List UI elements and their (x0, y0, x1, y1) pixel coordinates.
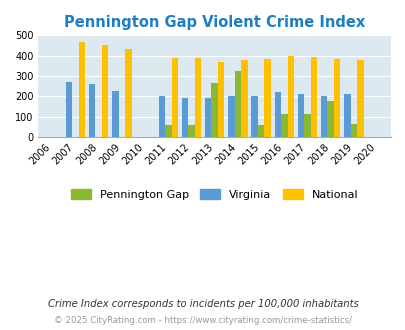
Legend: Pennington Gap, Virginia, National: Pennington Gap, Virginia, National (67, 185, 362, 205)
Bar (112, 90, 118, 137)
Bar (274, 92, 280, 137)
Text: Crime Index corresponds to incidents per 100,000 inhabitants: Crime Index corresponds to incidents per… (47, 299, 358, 309)
Bar (326, 101, 333, 137)
Bar (79, 42, 85, 137)
Bar (171, 58, 177, 137)
Bar (234, 71, 241, 137)
Bar (89, 84, 95, 137)
Bar (211, 82, 217, 137)
Bar (310, 57, 316, 137)
Bar (333, 59, 339, 137)
Bar (181, 98, 188, 137)
Bar (158, 96, 164, 137)
Bar (350, 124, 356, 137)
Bar (125, 49, 131, 137)
Bar (264, 59, 270, 137)
Bar (356, 60, 363, 137)
Bar (303, 114, 310, 137)
Bar (287, 56, 293, 137)
Bar (280, 114, 287, 137)
Bar (194, 58, 201, 137)
Bar (164, 125, 171, 137)
Bar (251, 96, 257, 137)
Bar (188, 125, 194, 137)
Bar (228, 96, 234, 137)
Bar (343, 94, 350, 137)
Text: © 2025 CityRating.com - https://www.cityrating.com/crime-statistics/: © 2025 CityRating.com - https://www.city… (54, 316, 351, 325)
Bar (217, 62, 224, 137)
Bar (257, 125, 264, 137)
Bar (102, 45, 108, 137)
Title: Pennington Gap Violent Crime Index: Pennington Gap Violent Crime Index (64, 15, 364, 30)
Bar (205, 98, 211, 137)
Bar (320, 96, 326, 137)
Bar (241, 60, 247, 137)
Bar (66, 82, 72, 137)
Bar (297, 94, 303, 137)
